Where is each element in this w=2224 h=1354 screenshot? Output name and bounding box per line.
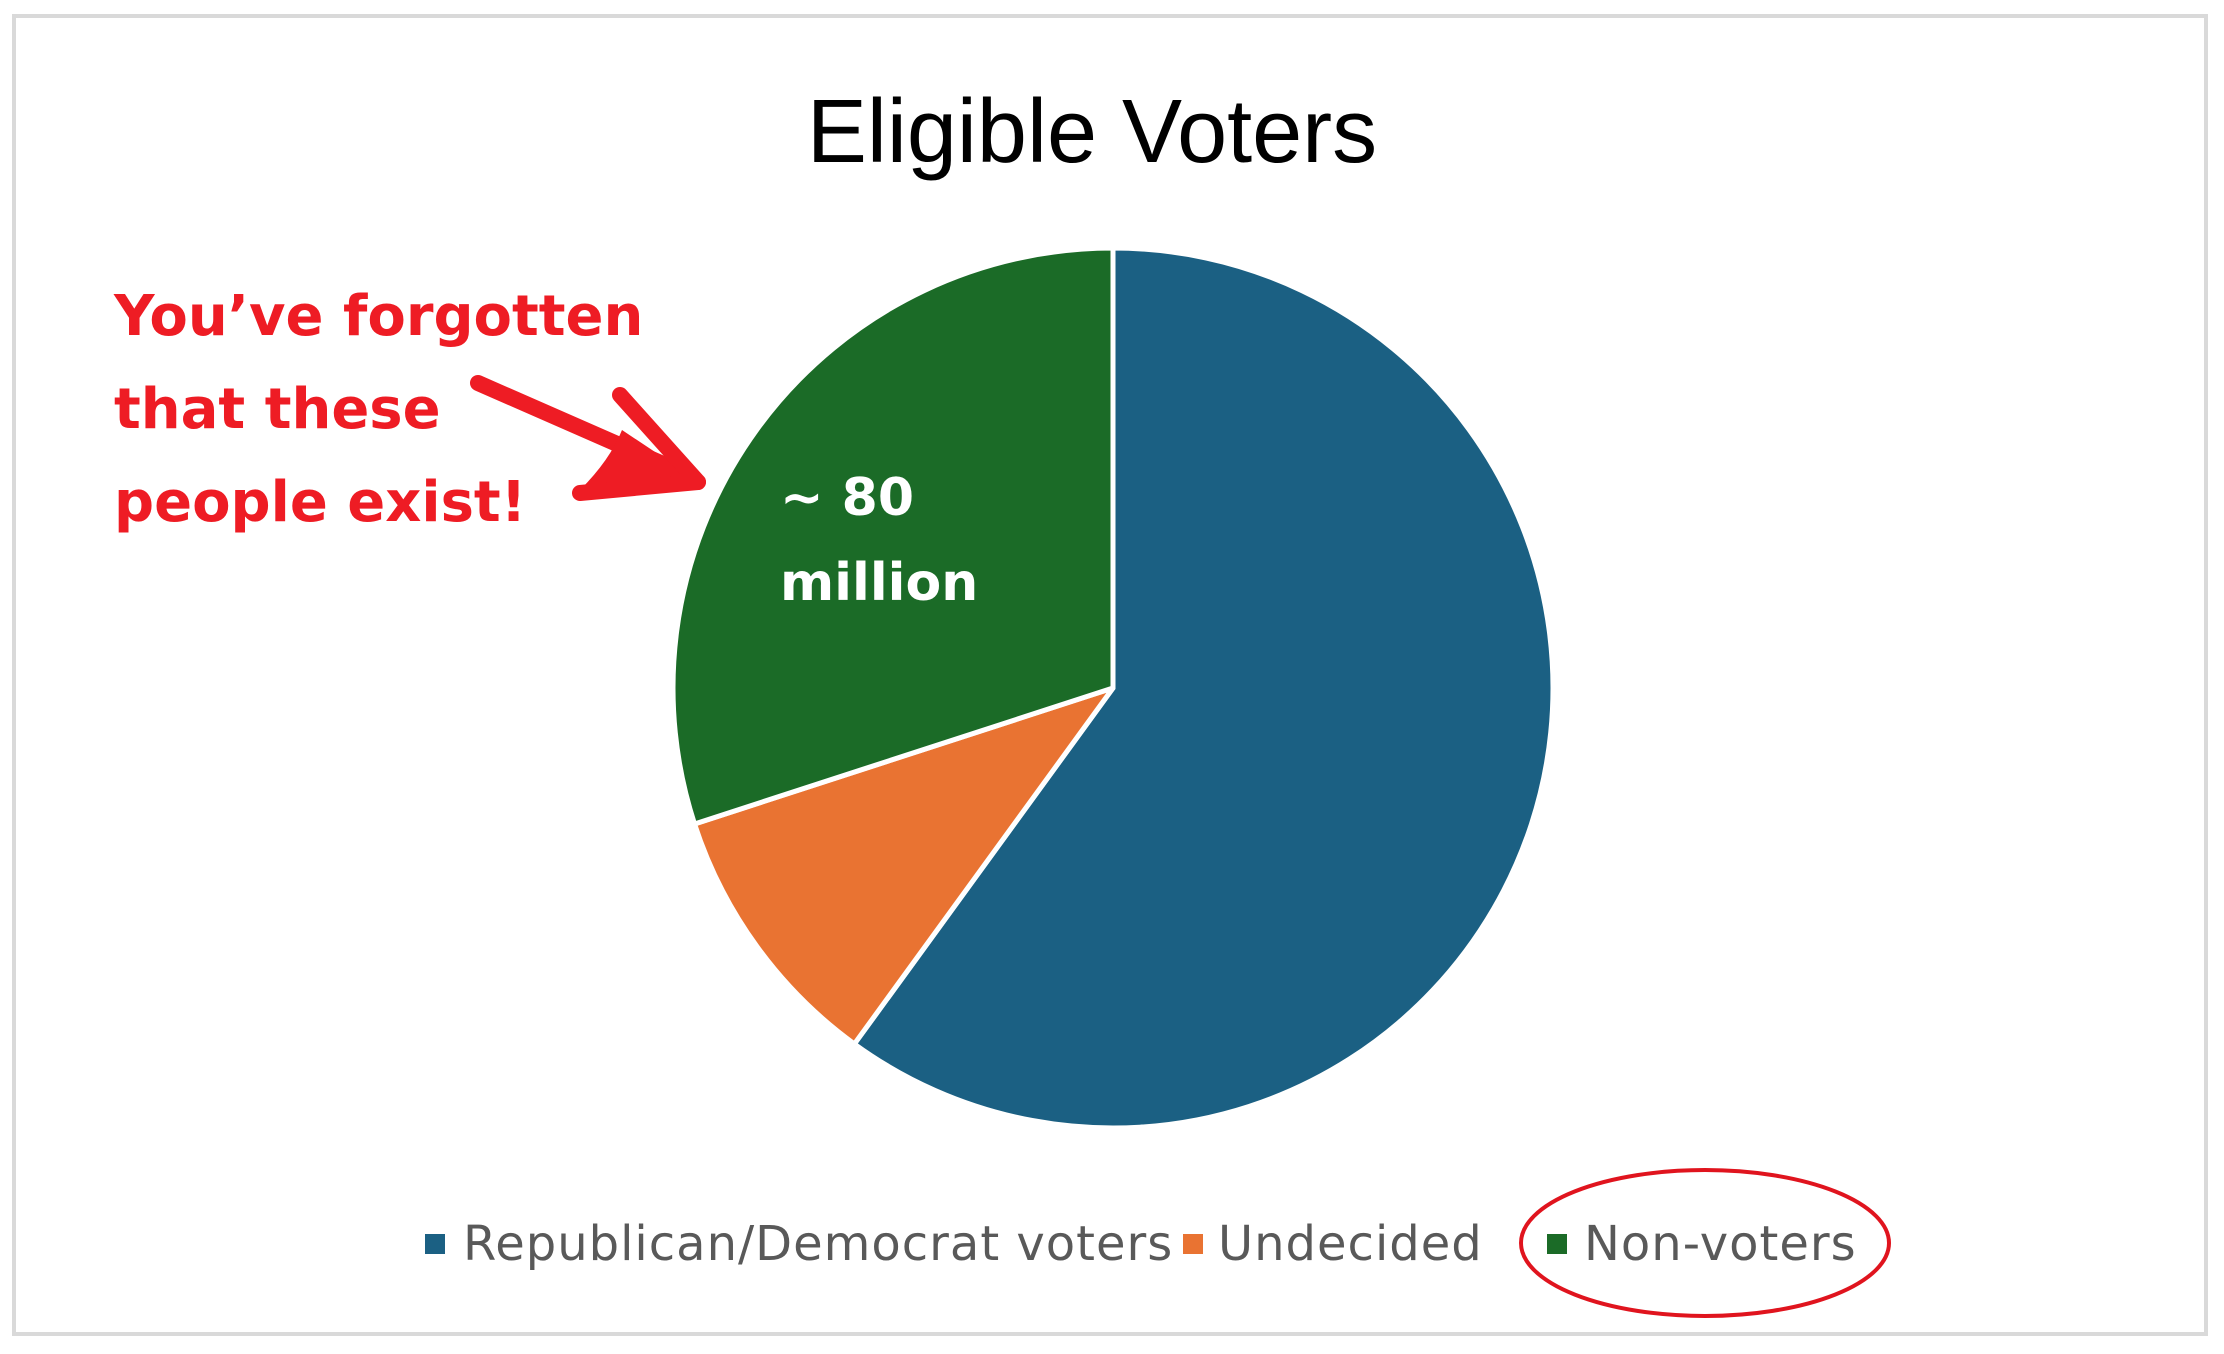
chart-title: Eligible Voters [807, 82, 1377, 182]
legend-swatch-undecided [1183, 1234, 1203, 1254]
pie-slice-non-voters [670, 245, 1116, 827]
pie-slices [670, 245, 1556, 1131]
legend-highlight-circle-icon [1519, 1168, 1891, 1318]
pie-slice-undecided [692, 685, 1116, 1047]
annotation-line-3: people exist! [114, 470, 526, 535]
legend-label-non-voters: Non-voters [1584, 1216, 1857, 1272]
legend-swatch-republican-democrat [425, 1234, 445, 1254]
annotation-line-2: that these [114, 377, 441, 442]
legend: Republican/Democrat voters Undecided Non… [425, 1168, 1891, 1318]
slice-label-line-1: ~ 80 [780, 468, 914, 528]
legend-label-republican-democrat: Republican/Democrat voters [463, 1216, 1173, 1272]
pie-slice-republican-democrat-voters [851, 245, 1556, 1131]
annotation-line-1: You’ve forgotten [113, 284, 643, 349]
legend-label-undecided: Undecided [1218, 1216, 1483, 1272]
annotation: You’ve forgotten that these people exist… [113, 284, 706, 535]
annotation-text: You’ve forgotten that these people exist… [113, 284, 663, 535]
annotation-arrow-icon [470, 375, 706, 501]
legend-swatch-non-voters [1547, 1234, 1567, 1254]
slice-label-non-voters: ~ 80 million [780, 468, 978, 613]
slice-label-line-2: million [780, 553, 978, 613]
